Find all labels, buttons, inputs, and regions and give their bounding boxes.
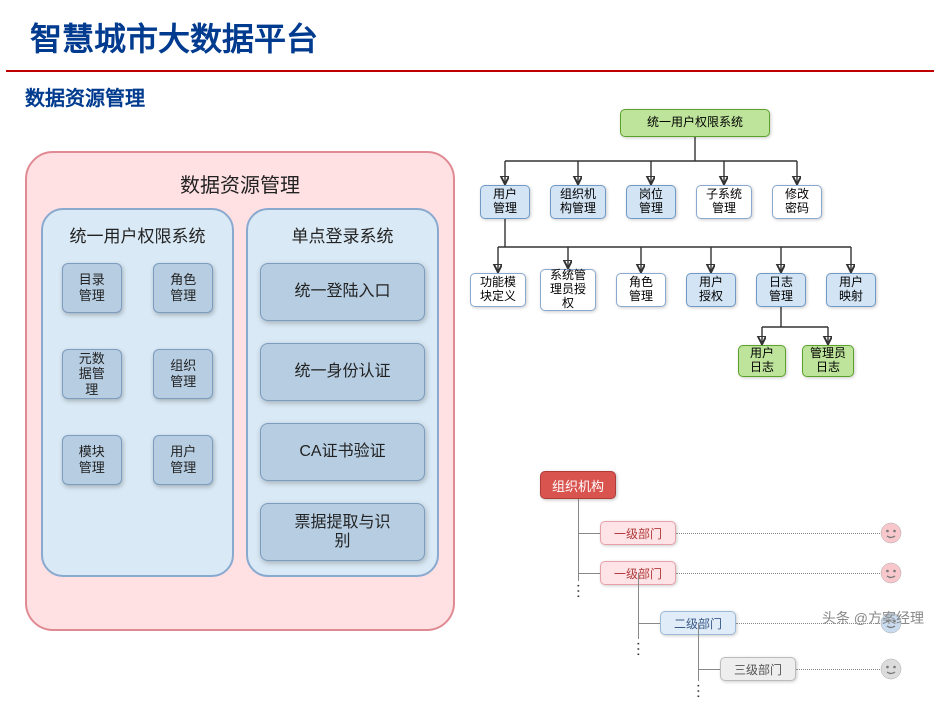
tree-node: 用户 映射 xyxy=(826,273,876,307)
face-icon xyxy=(880,562,902,584)
tree-node: 系统管 理员授 权 xyxy=(540,269,596,311)
tree-node: 管理员 日志 xyxy=(802,345,854,377)
tree-node: 用户 日志 xyxy=(738,345,786,377)
tree-node: 用户 授权 xyxy=(686,273,736,307)
tree-node: 角色 管理 xyxy=(616,273,666,307)
tree-node: 用户 管理 xyxy=(480,185,530,219)
sso-step-box: 统一身份认证 xyxy=(260,343,425,401)
sub-panel-title: 统一用户权限系统 xyxy=(55,222,220,247)
page-title: 智慧城市大数据平台 xyxy=(0,0,940,70)
org-structure-diagram: 组织机构 ···一级部门一级部门二级部门三级部门······ xyxy=(500,471,930,721)
tree-node: 修改 密码 xyxy=(772,185,822,219)
module-box: 模块 管理 xyxy=(62,435,122,485)
sso-step-box: 统一登陆入口 xyxy=(260,263,425,321)
watermark: 头条 @方案经理 xyxy=(822,608,924,628)
dept-node: 一级部门 xyxy=(600,521,676,545)
face-icon xyxy=(880,658,902,680)
unified-auth-panel: 统一用户权限系统 目录 管理角色 管理元数 据管 理组织 管理模块 管理用户 管… xyxy=(41,208,234,577)
org-root-node: 组织机构 xyxy=(540,471,616,499)
dept-node: 三级部门 xyxy=(720,657,796,681)
tree-node: 功能模 块定义 xyxy=(470,273,526,307)
panel-title: 数据资源管理 xyxy=(41,169,439,198)
tree-node: 统一用户权限系统 xyxy=(620,109,770,137)
module-box: 目录 管理 xyxy=(62,263,122,313)
sso-panel: 单点登录系统 统一登陆入口统一身份认证 CA证书验证票据提取与识 别 xyxy=(246,208,439,577)
face-icon xyxy=(880,522,902,544)
permission-tree-diagram: 统一用户权限系统用户 管理组织机 构管理岗位 管理子系统 管理修改 密码功能模 … xyxy=(470,105,930,445)
tree-node: 组织机 构管理 xyxy=(550,185,606,219)
sso-step-box: CA证书验证 xyxy=(260,423,425,481)
sub-panel-title: 单点登录系统 xyxy=(260,222,425,247)
module-box: 组织 管理 xyxy=(153,349,213,399)
data-resource-panel: 数据资源管理 统一用户权限系统 目录 管理角色 管理元数 据管 理组织 管理模块… xyxy=(25,151,455,631)
tree-node: 子系统 管理 xyxy=(696,185,752,219)
tree-node: 日志 管理 xyxy=(756,273,806,307)
tree-node: 岗位 管理 xyxy=(626,185,676,219)
module-box: 元数 据管 理 xyxy=(62,349,122,399)
module-box: 角色 管理 xyxy=(153,263,213,313)
sso-step-box: 票据提取与识 别 xyxy=(260,503,425,561)
module-box: 用户 管理 xyxy=(153,435,213,485)
